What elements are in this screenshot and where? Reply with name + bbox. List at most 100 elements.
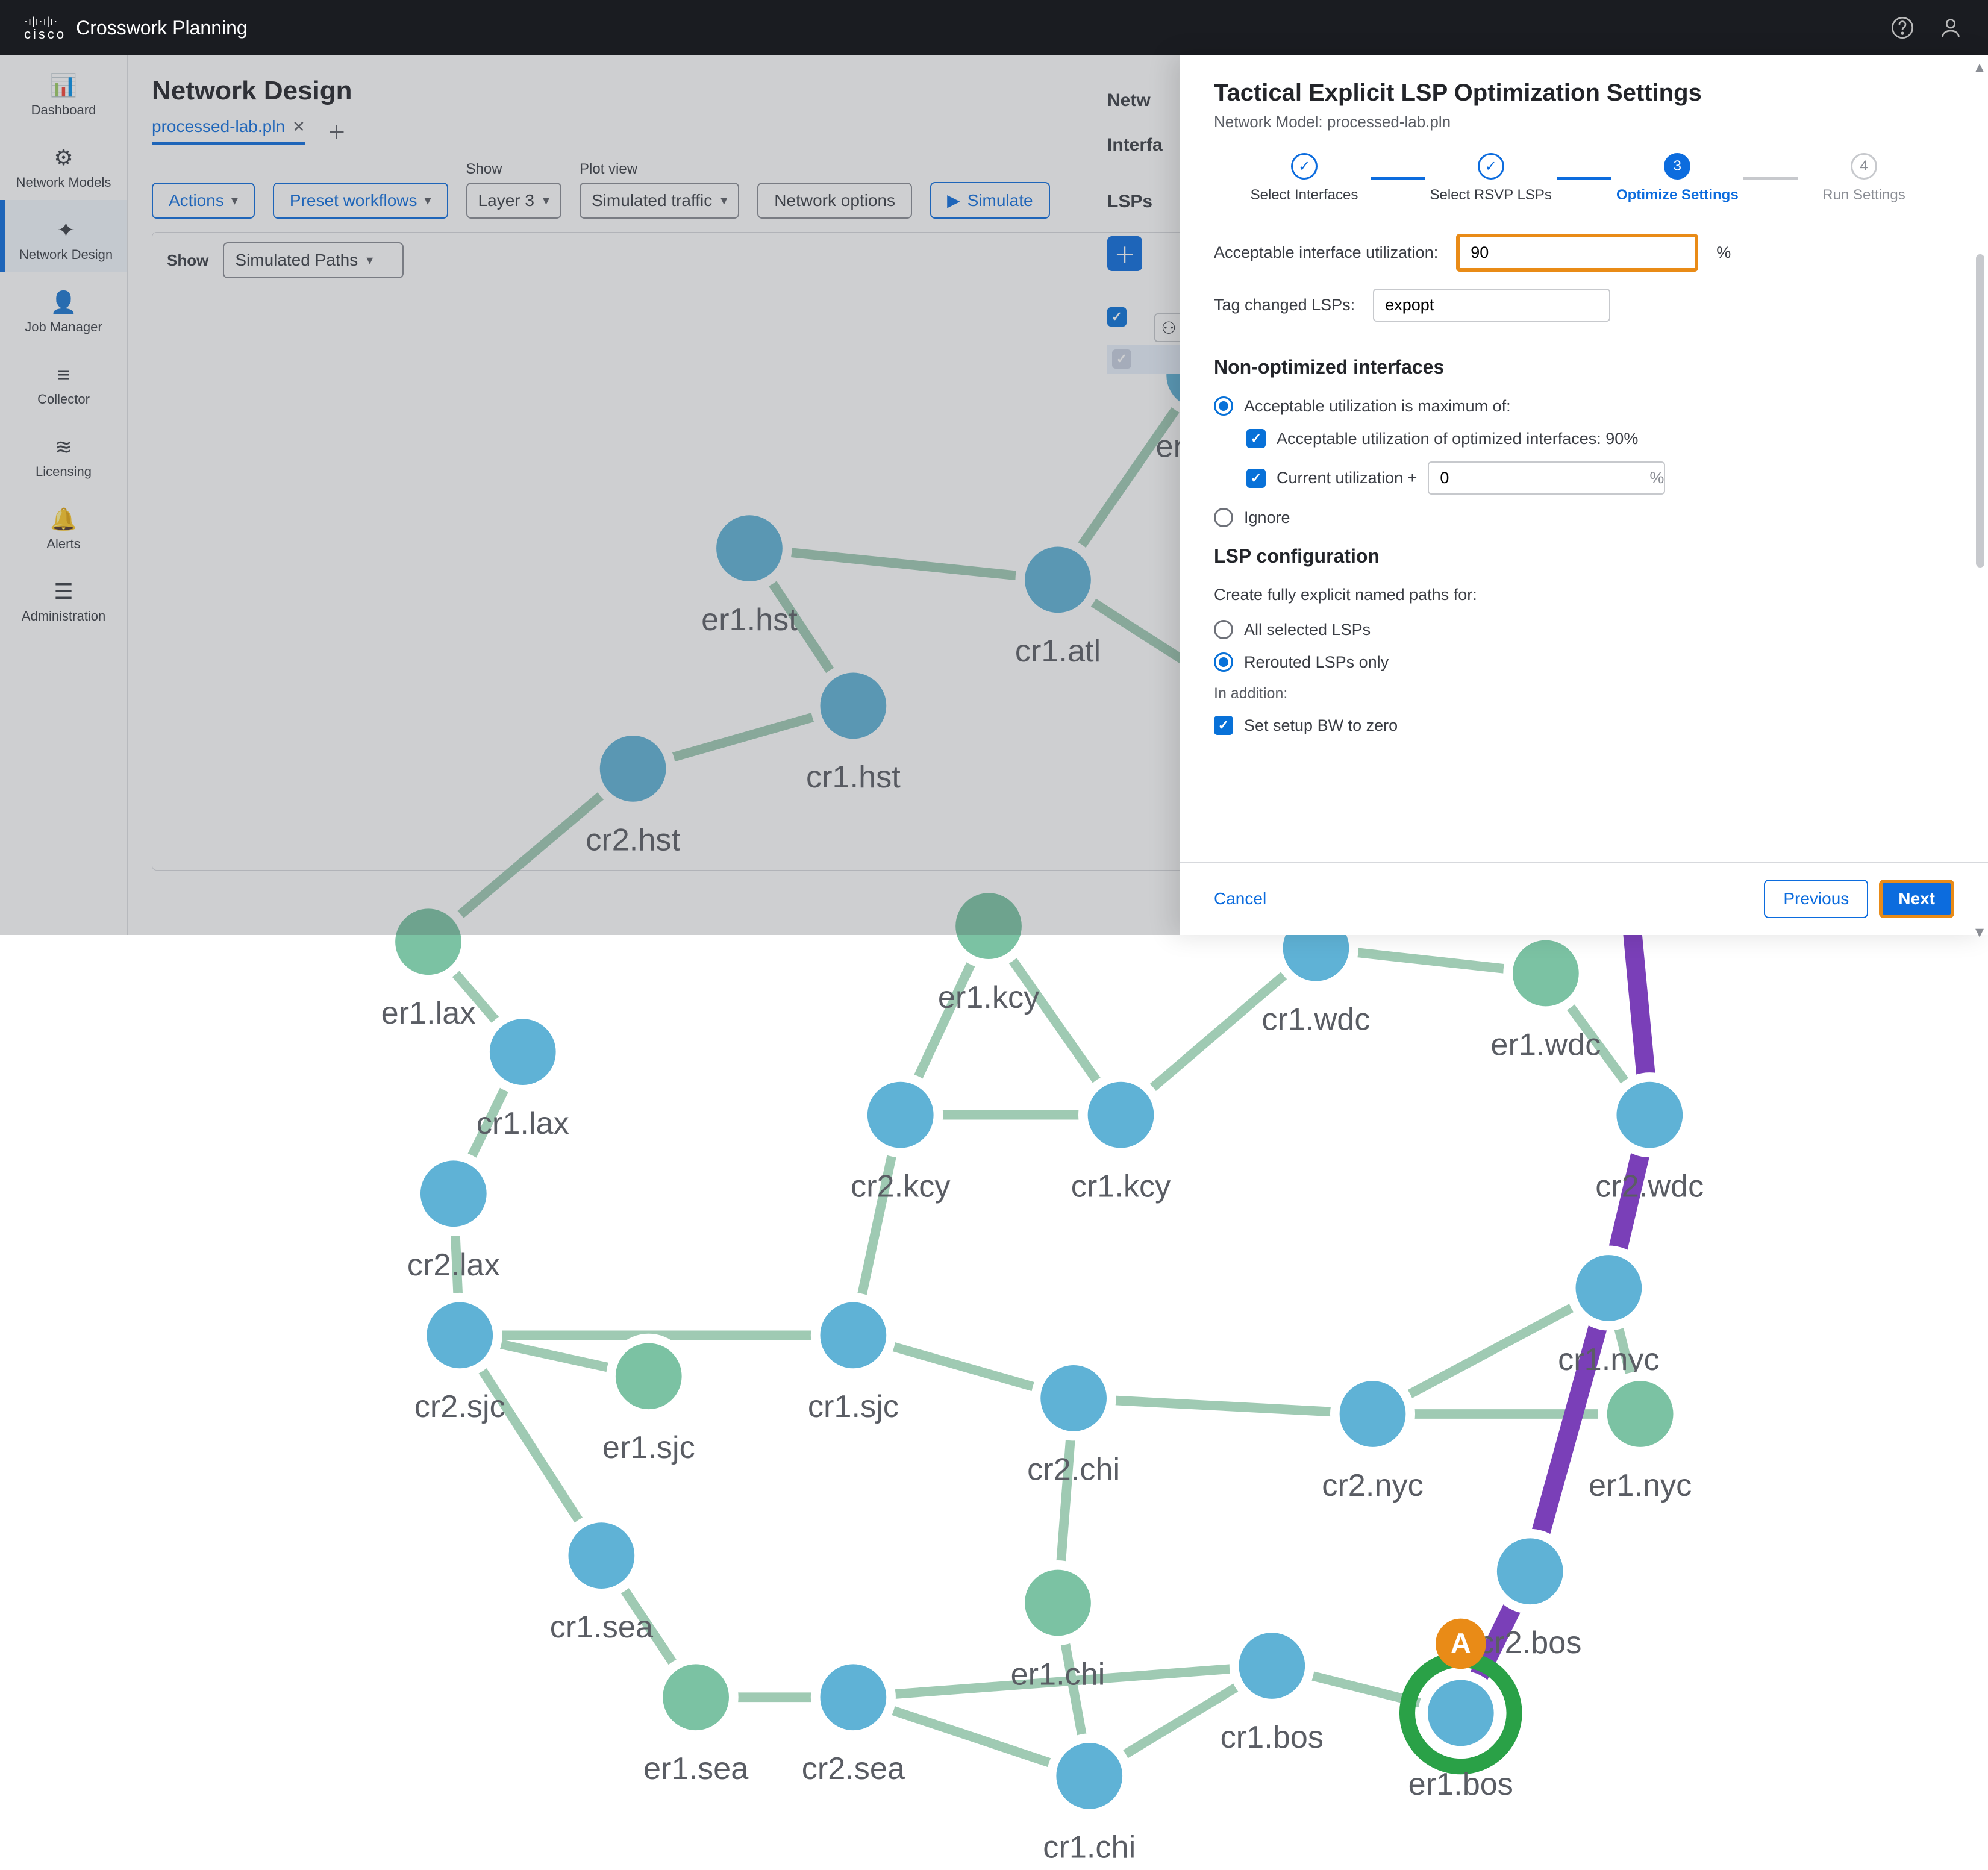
svg-text:cr2.chi: cr2.chi (1027, 1453, 1120, 1487)
user-icon[interactable] (1937, 14, 1964, 41)
product-name: Crosswork Planning (76, 17, 248, 39)
svg-text:cr2.hst: cr2.hst (586, 823, 680, 858)
nav-icon: ☰ (51, 578, 77, 605)
canvas-show-label: Show (167, 251, 208, 270)
checkbox-icon (1214, 716, 1233, 735)
util-input[interactable] (1456, 234, 1698, 272)
svg-text:cr2.lax: cr2.lax (407, 1248, 500, 1283)
help-icon[interactable] (1889, 14, 1916, 41)
add-tab-button[interactable]: ＋ (327, 117, 346, 145)
lsp-addition-label: In addition: (1214, 685, 1954, 702)
nav-icon: ⚙ (51, 145, 77, 171)
sidebar-item-job-manager[interactable]: 👤Job Manager (0, 272, 127, 345)
radio-icon (1214, 652, 1233, 672)
sidebar-item-collector[interactable]: ≡Collector (0, 345, 127, 417)
scrollbar[interactable]: ▴▾ (1974, 55, 1986, 862)
lsp-bw-checkbox[interactable]: Set setup BW to zero (1214, 716, 1954, 735)
tag-input[interactable] (1373, 289, 1610, 322)
current-util-input[interactable] (1428, 461, 1665, 495)
preset-workflows-button[interactable]: Preset workflows▾ (273, 183, 448, 219)
nav-icon: 🔔 (51, 506, 77, 533)
svg-text:cr2.sjc: cr2.sjc (414, 1389, 505, 1424)
opt-acceptable-checkbox[interactable]: Acceptable utilization of optimized inte… (1246, 429, 1954, 448)
svg-text:cr2.kcy: cr2.kcy (851, 1169, 951, 1204)
sidebar-item-administration[interactable]: ☰Administration (0, 561, 127, 634)
percent-label: % (1716, 243, 1731, 262)
brand: ·ı|ı·ı|ı· cisco Crosswork Planning (24, 15, 248, 41)
hierarchy-icon[interactable]: ⚇ (1154, 313, 1183, 342)
tab-label: processed-lab.pln (152, 117, 285, 136)
svg-text:cr1.kcy: cr1.kcy (1071, 1169, 1171, 1204)
section-nonopt: Non-optimized interfaces (1214, 356, 1954, 378)
svg-text:er1.wdc: er1.wdc (1490, 1027, 1601, 1062)
svg-text:cr1.chi: cr1.chi (1043, 1830, 1136, 1865)
svg-text:cr1.hst: cr1.hst (806, 760, 901, 795)
svg-text:er1.nyc: er1.nyc (1589, 1468, 1692, 1503)
next-button[interactable]: Next (1879, 880, 1954, 918)
stepper: ✓Select Interfaces ✓Select RSVP LSPs 3Opti… (1238, 153, 1930, 204)
panel-title: Tactical Explicit LSP Optimization Setti… (1214, 80, 1954, 107)
util-label: Acceptable interface utilization: (1214, 243, 1438, 262)
sidebar-item-licensing[interactable]: ≋Licensing (0, 417, 127, 489)
checkbox-icon (1246, 469, 1266, 488)
close-icon[interactable]: ✕ (292, 117, 305, 136)
svg-text:er1.chi: er1.chi (1011, 1657, 1105, 1692)
svg-text:er1.sjc: er1.sjc (602, 1430, 695, 1465)
topbar: ·ı|ı·ı|ı· cisco Crosswork Planning (0, 0, 1988, 55)
cancel-button[interactable]: Cancel (1214, 889, 1266, 908)
svg-text:er1.kcy: er1.kcy (938, 980, 1040, 1015)
sidebar-item-alerts[interactable]: 🔔Alerts (0, 489, 127, 561)
nav-icon: ≋ (51, 434, 77, 460)
sidebar-item-network-design[interactable]: ✦Network Design (0, 200, 127, 272)
section-lsp: LSP configuration (1214, 545, 1954, 568)
hidden-detail-column: Netw ⚇ Interfa LSPs ＋ (1107, 241, 1180, 374)
plot-view-label: Plot view (580, 161, 739, 178)
svg-text:cr1.bos: cr1.bos (1221, 1720, 1324, 1755)
step-3[interactable]: 3Optimize Settings (1611, 153, 1743, 204)
svg-text:cr1.sea: cr1.sea (550, 1610, 654, 1645)
leftnav: 📊Dashboard⚙Network Models✦Network Design… (0, 55, 128, 935)
previous-button[interactable]: Previous (1764, 880, 1868, 918)
network-options-button[interactable]: Network options (757, 183, 912, 219)
svg-text:cr1.sjc: cr1.sjc (808, 1389, 899, 1424)
svg-text:er1.hst: er1.hst (701, 602, 798, 637)
checkbox-icon[interactable] (1107, 307, 1127, 327)
checkbox-icon (1246, 429, 1266, 448)
svg-text:cr1.wdc: cr1.wdc (1261, 1002, 1370, 1037)
settings-panel: Tactical Explicit LSP Optimization Setti… (1180, 55, 1988, 935)
svg-text:er1.sea: er1.sea (643, 1751, 749, 1786)
panel-footer: Cancel Previous Next (1180, 862, 1988, 935)
opt-current-checkbox[interactable]: Current utilization + % (1246, 461, 1954, 495)
lsp-all-radio[interactable]: All selected LSPs (1214, 620, 1954, 639)
simulate-button[interactable]: ▶Simulate (930, 182, 1049, 219)
svg-text:cr2.bos: cr2.bos (1478, 1625, 1581, 1660)
svg-text:cr2.nyc: cr2.nyc (1322, 1468, 1423, 1503)
add-button[interactable]: ＋ (1107, 236, 1142, 271)
actions-button[interactable]: Actions▾ (152, 183, 255, 219)
sidebar-item-dashboard[interactable]: 📊Dashboard (0, 55, 127, 128)
step-4: 4Run Settings (1798, 153, 1930, 204)
plot-view-select[interactable]: Simulated traffic▾ (580, 183, 739, 219)
tab-file[interactable]: processed-lab.pln ✕ (152, 117, 305, 145)
svg-text:cr1.atl: cr1.atl (1015, 634, 1101, 669)
nav-icon: ✦ (53, 217, 80, 243)
svg-text:A: A (1451, 1627, 1471, 1659)
radio-icon (1214, 620, 1233, 639)
tag-label: Tag changed LSPs: (1214, 296, 1355, 314)
radio-icon (1214, 396, 1233, 416)
sidebar-item-network-models[interactable]: ⚙Network Models (0, 128, 127, 200)
svg-text:cr1.lax: cr1.lax (477, 1106, 569, 1141)
lsp-rerouted-radio[interactable]: Rerouted LSPs only (1214, 652, 1954, 672)
cisco-logo: ·ı|ı·ı|ı· cisco (24, 15, 66, 41)
checkbox-icon[interactable] (1112, 349, 1131, 369)
step-2[interactable]: ✓Select RSVP LSPs (1425, 153, 1557, 204)
step-1[interactable]: ✓Select Interfaces (1238, 153, 1371, 204)
opt-ignore-radio[interactable]: Ignore (1214, 508, 1954, 527)
show-label: Show (466, 161, 561, 178)
canvas-show-select[interactable]: Simulated Paths▾ (223, 242, 404, 278)
nav-icon: 👤 (51, 289, 77, 316)
opt-max-radio[interactable]: Acceptable utilization is maximum of: (1214, 396, 1954, 416)
show-select[interactable]: Layer 3▾ (466, 183, 561, 219)
svg-text:er1.bos: er1.bos (1408, 1767, 1513, 1802)
svg-text:cr2.sea: cr2.sea (802, 1751, 905, 1786)
